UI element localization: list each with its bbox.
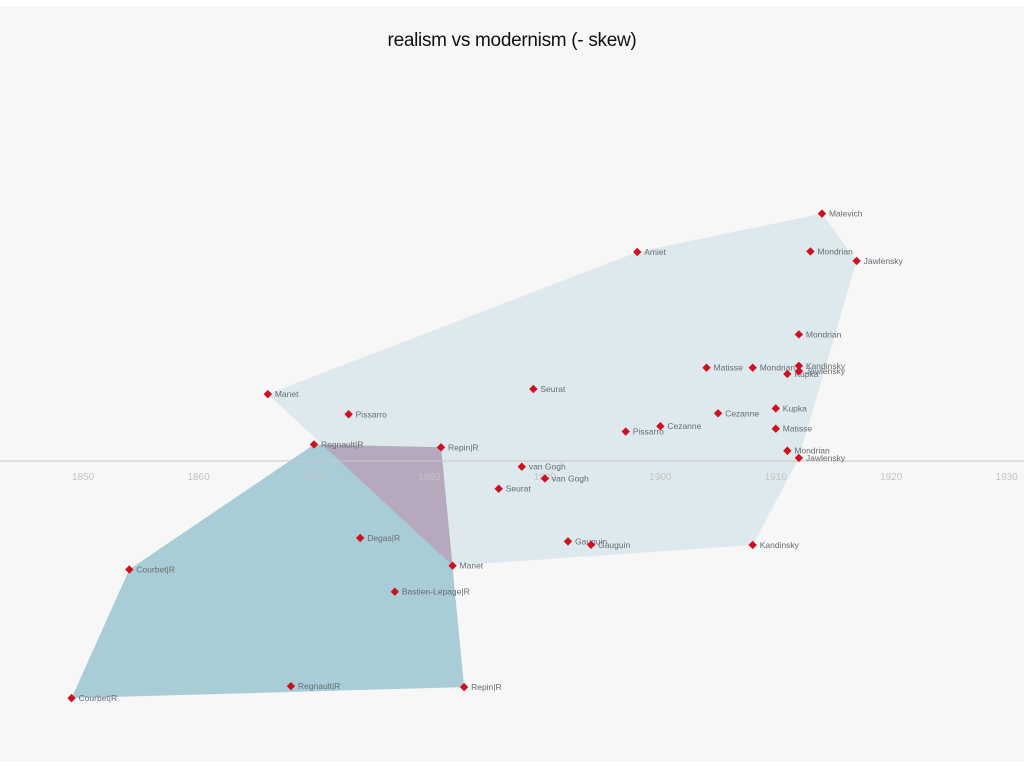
modernism-point	[713, 409, 723, 418]
point-label: Repin|R	[448, 442, 479, 452]
modernism-point	[852, 256, 861, 266]
point-label: Pissarro	[356, 409, 387, 419]
realism-point	[125, 565, 134, 574]
point-label: Courbet|R	[79, 693, 118, 703]
point-label: Amiet	[644, 247, 666, 257]
modernism-point	[540, 474, 550, 483]
point-label: Mondrian	[794, 446, 830, 456]
point-label: Malevich	[829, 209, 863, 219]
point-label: Pissarro	[633, 427, 664, 437]
modernism-point	[586, 540, 596, 549]
point-label: Mondrian	[760, 363, 796, 373]
modernism-point	[621, 427, 630, 436]
modernism-point	[633, 247, 642, 257]
modernism-point	[529, 384, 538, 394]
point-label: Kandinsky	[806, 361, 846, 371]
x-axis: 185018601870188018901900191019201930	[0, 460, 1024, 483]
point-label: Degas|R	[367, 533, 400, 543]
modernism-point	[783, 446, 792, 455]
point-label: Seurat	[506, 484, 532, 494]
realism-point	[436, 443, 446, 452]
modernism-point	[517, 462, 527, 471]
point-label: Gauguin	[598, 540, 630, 550]
modernism-point	[344, 410, 353, 419]
point-label: Jawlensky	[806, 453, 846, 463]
x-tick-label: 1900	[649, 472, 672, 483]
point-label: Bastien-Lepage|R	[402, 587, 470, 597]
modernism-point	[448, 561, 457, 570]
point-label: van Gogh	[529, 462, 566, 472]
x-tick-label: 1930	[996, 472, 1019, 483]
modernism-point	[794, 453, 804, 463]
modernism-point	[656, 422, 665, 431]
point-label: Courbet|R	[136, 564, 175, 574]
realism-point	[286, 681, 296, 691]
x-tick-label: 1870	[303, 472, 326, 483]
modernism-point	[702, 363, 711, 372]
point-label: Matisse	[783, 424, 813, 434]
point-label: Regnault|R	[298, 681, 340, 691]
point-label: Seurat	[540, 384, 566, 394]
point-label: Regnault|R	[321, 439, 363, 449]
realism-point	[459, 682, 469, 692]
x-tick-label: 1880	[418, 472, 441, 483]
modernism-point	[794, 361, 804, 371]
modernism-point	[748, 363, 757, 372]
point-label: van Gogh	[552, 473, 589, 483]
point-label: Jawlensky	[864, 256, 904, 266]
chart-title: realism vs modernism (- skew)	[387, 30, 637, 51]
point-label: Repin|R	[471, 682, 502, 692]
realism-point	[355, 533, 365, 543]
modernism-point	[771, 424, 780, 433]
point-label: Kandinsky	[760, 540, 800, 550]
realism-hull	[71, 444, 465, 699]
x-tick-label: 1850	[72, 472, 95, 483]
points-layer: Courbet|R Courbet|R Regnault|R Regnault|R De…	[67, 209, 904, 703]
modernism-point	[817, 209, 827, 218]
modernism-point	[263, 389, 273, 399]
modernism-point	[494, 484, 503, 493]
modernism-point	[794, 330, 804, 339]
point-label: Kupka	[794, 369, 818, 379]
x-tick-label: 1860	[187, 472, 210, 483]
modernism-point	[771, 404, 780, 413]
x-tick-label: 1910	[765, 472, 788, 483]
realism-point	[390, 587, 400, 596]
point-label: Cezanne	[725, 408, 759, 418]
point-label: Kupka	[783, 403, 807, 413]
point-label: Manet	[460, 561, 484, 571]
hull-layer	[71, 213, 857, 699]
x-tick-label: 1920	[880, 472, 903, 483]
point-label: Manet	[275, 389, 299, 399]
point-label: Mondrian	[817, 246, 853, 256]
modernism-point	[748, 540, 757, 550]
modernism-point	[563, 537, 573, 546]
hull-overlap	[322, 444, 453, 566]
realism-point	[67, 693, 76, 703]
point-label: Mondrian	[806, 329, 842, 339]
point-label: Cezanne	[667, 421, 701, 431]
modernism-point	[783, 369, 792, 379]
point-label: Jawlensky	[806, 366, 846, 376]
modernism-point	[806, 247, 815, 256]
modernism-point	[794, 366, 804, 376]
point-label: Matisse	[714, 363, 744, 373]
realism-point	[309, 440, 319, 449]
